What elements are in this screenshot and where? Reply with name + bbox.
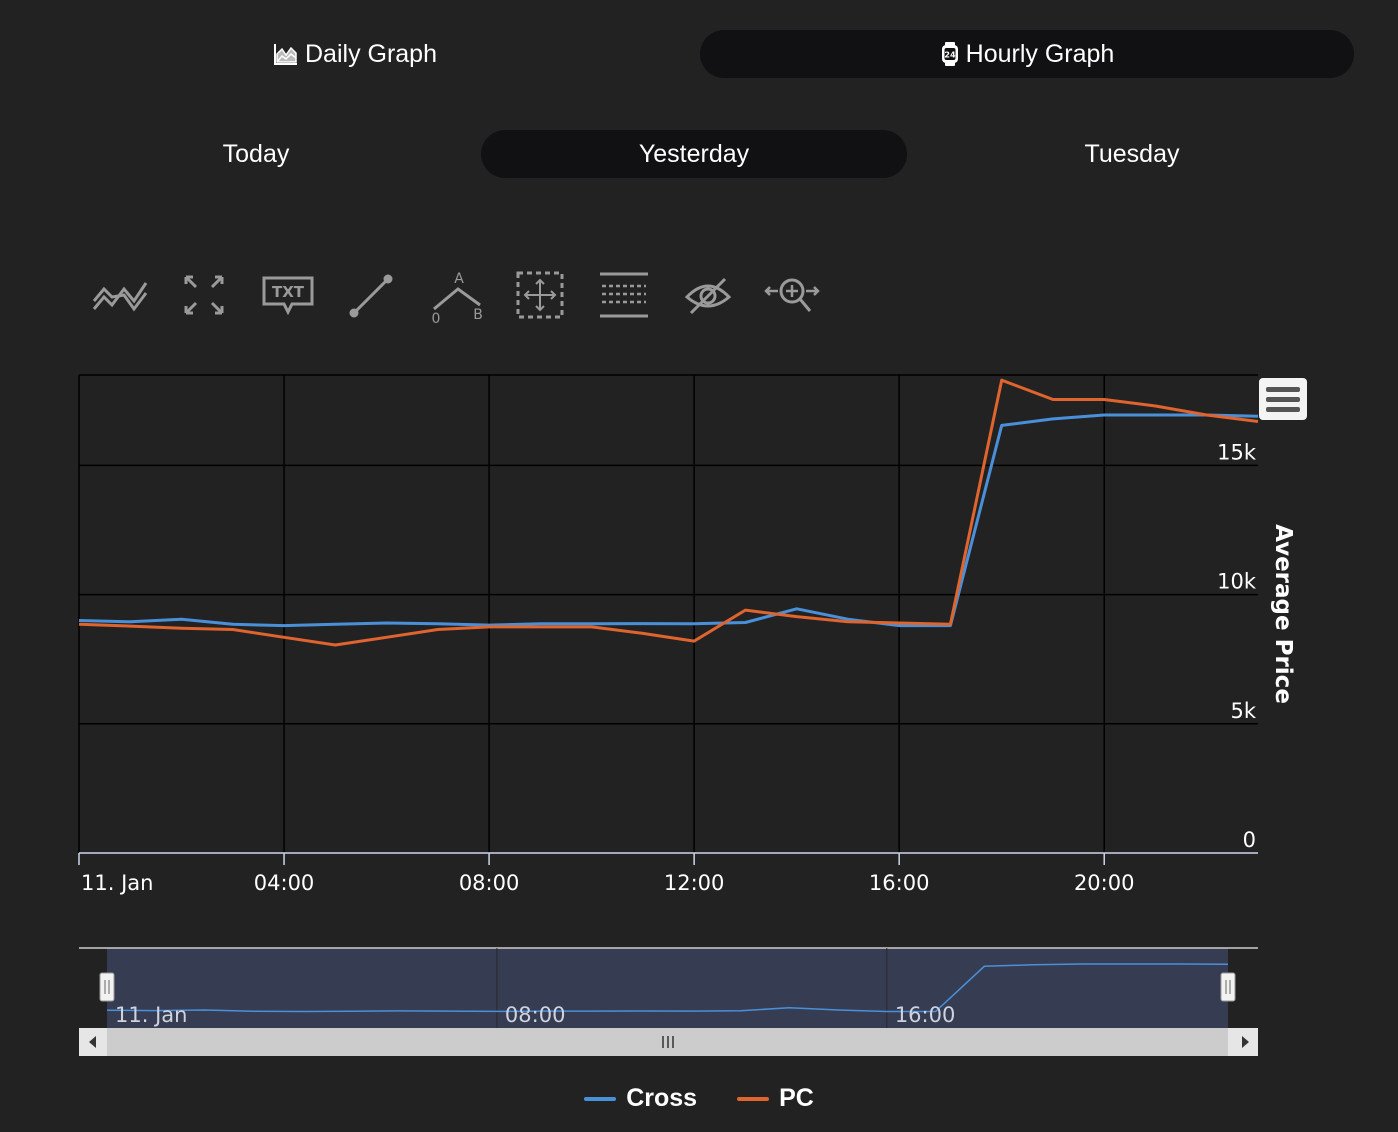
tab-yesterday-label: Yesterday bbox=[638, 139, 750, 168]
x-tick-label: 08:00 bbox=[459, 871, 520, 895]
scrollbar-arrow-right bbox=[1242, 1036, 1249, 1048]
legend-swatch-cross bbox=[584, 1096, 617, 1101]
y-tick-label: 10k bbox=[1217, 570, 1257, 594]
svg-text:24: 24 bbox=[944, 51, 956, 60]
y-tick-label: 5k bbox=[1230, 699, 1256, 723]
pan-select-icon bbox=[516, 271, 564, 319]
measure-angle-button[interactable]: A B 0 bbox=[424, 262, 488, 328]
navigator-handle-right[interactable] bbox=[1220, 972, 1236, 1002]
annotation-toolbar: TXT A B 0 bbox=[80, 262, 840, 328]
angle-label-a: A bbox=[454, 271, 464, 287]
chart-menu-button[interactable] bbox=[1259, 378, 1307, 420]
series-line-cross bbox=[78, 413, 1259, 628]
plot-area bbox=[79, 375, 1258, 853]
angle-label-origin: 0 bbox=[432, 311, 441, 323]
tab-yesterday[interactable]: Yesterday bbox=[481, 130, 907, 178]
horizontal-lines-button[interactable] bbox=[592, 262, 656, 328]
x-tick-label: 11. Jan bbox=[81, 871, 153, 895]
legend-swatch-pc bbox=[737, 1096, 770, 1101]
text-annotation-button[interactable]: TXT bbox=[256, 262, 320, 328]
tab-daily-graph[interactable]: Daily Graph bbox=[30, 30, 680, 78]
line-draw-button[interactable] bbox=[340, 262, 404, 328]
x-tick-label: 04:00 bbox=[254, 871, 315, 895]
chart-legend: Cross PC bbox=[0, 1084, 1398, 1113]
y-tick-label: 15k bbox=[1217, 440, 1257, 464]
fullscreen-button[interactable] bbox=[172, 262, 236, 328]
legend-item-pc[interactable]: PC bbox=[737, 1084, 814, 1113]
tab-today-label: Today bbox=[222, 139, 290, 168]
navigator-handle-left[interactable] bbox=[99, 972, 115, 1002]
hide-annotations-icon bbox=[684, 277, 732, 315]
menu-bar bbox=[1266, 406, 1300, 412]
navigator-scrollbar[interactable] bbox=[79, 1028, 1258, 1056]
scrollbar-arrow-left bbox=[89, 1036, 96, 1048]
navigator-tick-label: 08:00 bbox=[505, 1003, 566, 1027]
area-chart-icon bbox=[273, 42, 299, 66]
text-annotation-icon: TXT bbox=[262, 276, 314, 315]
menu-bar bbox=[1266, 396, 1300, 402]
pan-select-button[interactable] bbox=[508, 262, 572, 328]
angle-label-b: B bbox=[473, 307, 483, 323]
y-axis-title: Average Price bbox=[1270, 524, 1296, 704]
menu-bar bbox=[1266, 386, 1300, 392]
tab-today[interactable]: Today bbox=[36, 130, 476, 178]
fullscreen-icon bbox=[184, 275, 224, 315]
tab-tuesday-label: Tuesday bbox=[1084, 139, 1180, 168]
tab-tuesday[interactable]: Tuesday bbox=[912, 130, 1352, 178]
hide-annotations-button[interactable] bbox=[676, 262, 740, 328]
tab-hourly-graph-label: Hourly Graph bbox=[965, 39, 1115, 68]
handle-body bbox=[1220, 972, 1236, 1002]
text-tool-label: TXT bbox=[272, 283, 305, 301]
handle-body bbox=[99, 972, 115, 1002]
clock-24-icon: 24 bbox=[940, 41, 960, 67]
tab-hourly-graph[interactable]: 24 Hourly Graph bbox=[700, 30, 1354, 78]
x-tick-label: 20:00 bbox=[1074, 871, 1135, 895]
zoom-icon bbox=[764, 278, 820, 312]
horizontal-lines-icon bbox=[600, 272, 648, 318]
navigator-series-line bbox=[106, 963, 1229, 1013]
measure-angle-icon: A B 0 bbox=[432, 271, 483, 323]
indicators-button[interactable] bbox=[88, 262, 152, 328]
legend-item-cross[interactable]: Cross bbox=[584, 1084, 697, 1113]
navigator-selection bbox=[107, 948, 1228, 1028]
zoom-button[interactable] bbox=[760, 262, 824, 328]
indicators-icon bbox=[92, 282, 148, 312]
legend-label-pc: PC bbox=[779, 1084, 814, 1112]
legend-label-cross: Cross bbox=[626, 1084, 698, 1112]
x-tick-label: 16:00 bbox=[869, 871, 930, 895]
navigator-tick-label: 11. Jan bbox=[115, 1003, 187, 1027]
y-tick-label: 0 bbox=[1243, 828, 1256, 852]
tab-daily-graph-label: Daily Graph bbox=[305, 39, 437, 68]
line-draw-icon bbox=[349, 274, 393, 318]
x-tick-label: 12:00 bbox=[664, 871, 725, 895]
navigator-tick-label: 16:00 bbox=[895, 1003, 956, 1027]
series-line-pc bbox=[78, 378, 1259, 647]
